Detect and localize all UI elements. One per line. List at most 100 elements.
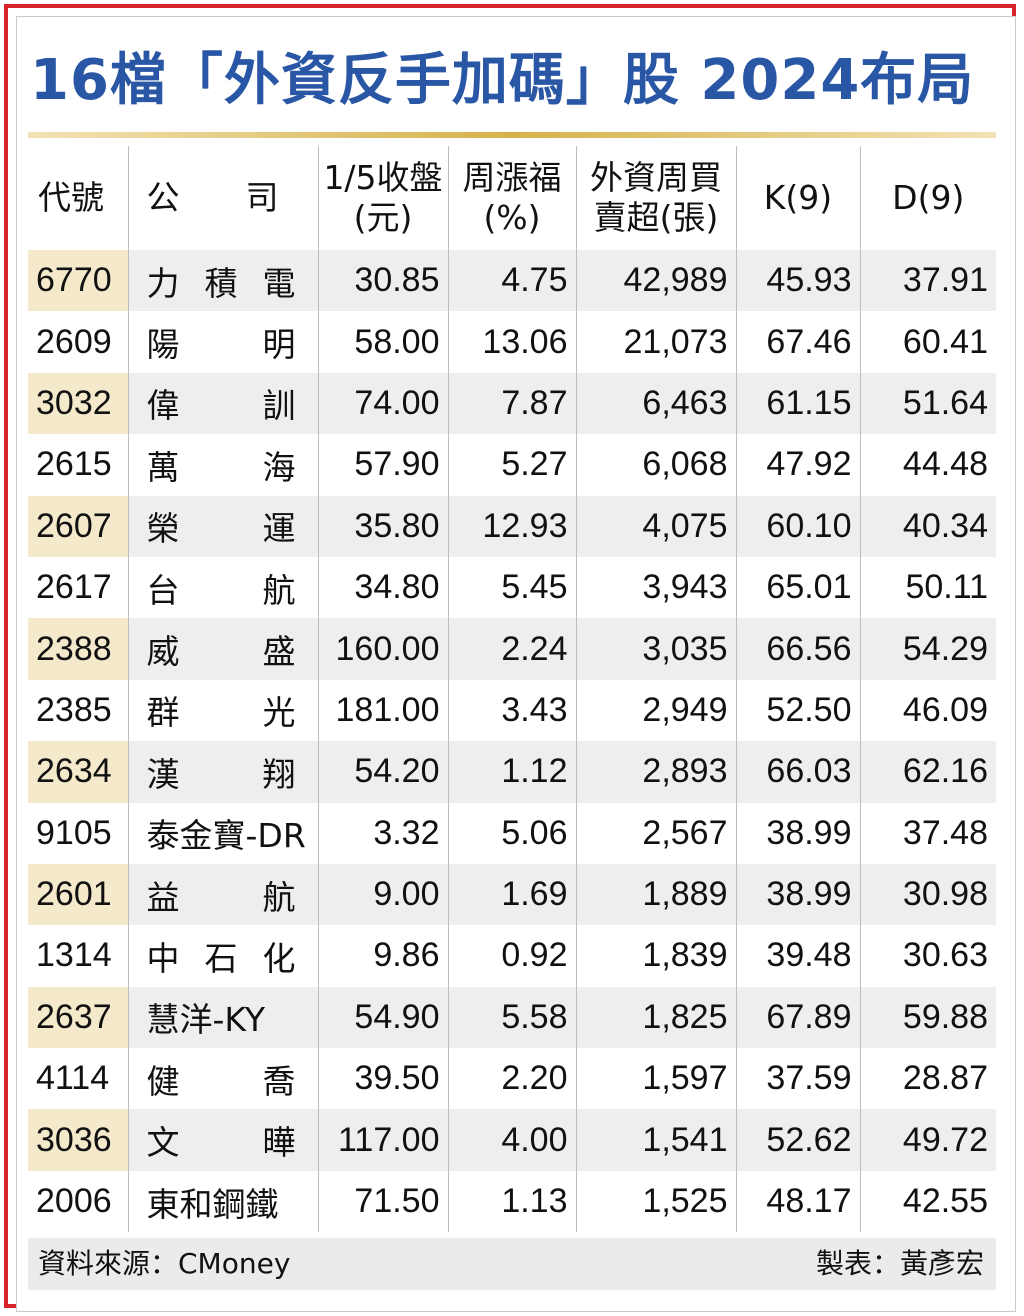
- table-row: 2607 榮運 35.80 12.93 4,075 60.10 40.34: [28, 495, 996, 557]
- cell-k9: 67.89: [735, 986, 860, 1049]
- cell-change: 0.92: [447, 925, 576, 987]
- cell-foreign-net: 42,989: [575, 250, 736, 312]
- cell-close: 35.80: [317, 495, 448, 557]
- title-divider: [28, 132, 996, 138]
- cell-company: 台航: [127, 556, 318, 619]
- cell-k9: 52.62: [735, 1109, 860, 1171]
- cell-foreign-net: 1,889: [575, 863, 736, 926]
- cell-code: 2385: [36, 690, 112, 729]
- table-row: 2637 慧洋-KY 54.90 5.58 1,825 67.89 59.88: [28, 986, 996, 1049]
- cell-d9: 49.72: [859, 1109, 996, 1171]
- cell-company: 泰金寶-DR: [127, 802, 318, 864]
- cell-company: 萬海: [127, 434, 318, 496]
- cell-k9: 38.99: [735, 802, 860, 864]
- cell-company: 中石化: [127, 925, 318, 987]
- cell-close: 9.86: [317, 925, 448, 987]
- cell-company: 健喬: [127, 1048, 318, 1110]
- cell-company: 慧洋-KY: [127, 986, 318, 1049]
- cell-foreign-net: 2,893: [575, 741, 736, 803]
- cell-change: 5.58: [447, 986, 576, 1049]
- cell-d9: 37.48: [859, 802, 996, 864]
- cell-close: 30.85: [317, 250, 448, 312]
- cell-company: 偉訓: [127, 372, 318, 435]
- cell-foreign-net: 1,839: [575, 925, 736, 987]
- cell-k9: 47.92: [735, 434, 860, 496]
- cell-close: 39.50: [317, 1048, 448, 1110]
- cell-k9: 66.56: [735, 618, 860, 680]
- source-note: 資料來源：CMoney: [38, 1247, 291, 1280]
- cell-company: 東和鋼鐵: [127, 1170, 318, 1233]
- cell-d9: 50.11: [859, 556, 996, 619]
- cell-k9: 66.03: [735, 741, 860, 803]
- cell-k9: 61.15: [735, 372, 860, 435]
- header-k9: K(9): [735, 146, 860, 250]
- cell-change: 1.13: [447, 1170, 576, 1233]
- header-foreign-net: 外資周買 賣超(張): [575, 146, 736, 250]
- table-row: 2006 東和鋼鐵 71.50 1.13 1,525 48.17 42.55: [28, 1170, 996, 1233]
- header-company: 公 司: [127, 146, 318, 250]
- cell-code: 2607: [28, 495, 128, 557]
- cell-company: 陽明: [127, 311, 318, 373]
- table-row: 3036 文曄 117.00 4.00 1,541 52.62 49.72: [28, 1109, 996, 1171]
- cell-d9: 30.63: [859, 925, 996, 987]
- cell-company: 威盛: [127, 618, 318, 680]
- cell-close: 54.20: [317, 741, 448, 803]
- table-row: 2617 台航 34.80 5.45 3,943 65.01 50.11: [28, 556, 996, 619]
- cell-foreign-net: 1,541: [575, 1109, 736, 1171]
- table-row: 2601 益航 9.00 1.69 1,889 38.99 30.98: [28, 863, 996, 926]
- cell-d9: 46.09: [859, 679, 996, 742]
- cell-close: 3.32: [317, 802, 448, 864]
- cell-foreign-net: 1,525: [575, 1170, 736, 1233]
- cell-d9: 40.34: [859, 495, 996, 557]
- cell-change: 1.69: [447, 863, 576, 926]
- cell-code: 2634: [28, 741, 128, 803]
- cell-d9: 37.91: [859, 250, 996, 312]
- cell-close: 57.90: [317, 434, 448, 496]
- cell-d9: 28.87: [859, 1048, 996, 1110]
- header-close: 1/5收盤 (元): [317, 146, 448, 250]
- cell-d9: 59.88: [859, 986, 996, 1049]
- header-change: 周漲福 (%): [447, 146, 576, 250]
- cell-close: 71.50: [317, 1170, 448, 1233]
- stock-table: 代號 公 司 1/5收盤 (元) 周漲福 (%) 外資周買 賣超(張) K(9) D(…: [28, 146, 996, 1233]
- cell-k9: 37.59: [735, 1048, 860, 1110]
- cell-company: 益航: [127, 863, 318, 926]
- cell-k9: 65.01: [735, 556, 860, 619]
- cell-close: 54.90: [317, 986, 448, 1049]
- cell-close: 117.00: [317, 1109, 448, 1171]
- cell-close: 58.00: [317, 311, 448, 373]
- table-row: 3032 偉訓 74.00 7.87 6,463 61.15 51.64: [28, 372, 996, 435]
- header-row: 代號 公 司 1/5收盤 (元) 周漲福 (%) 外資周買 賣超(張) K(9) D(…: [28, 146, 996, 250]
- cell-d9: 51.64: [859, 372, 996, 435]
- table-row: 1314 中石化 9.86 0.92 1,839 39.48 30.63: [28, 925, 996, 987]
- cell-foreign-net: 2,567: [575, 802, 736, 864]
- cell-change: 5.06: [447, 802, 576, 864]
- cell-k9: 38.99: [735, 863, 860, 926]
- cell-company: 群光: [127, 679, 318, 742]
- cell-foreign-net: 1,825: [575, 986, 736, 1049]
- cell-change: 2.20: [447, 1048, 576, 1110]
- cell-d9: 62.16: [859, 741, 996, 803]
- cell-close: 74.00: [317, 372, 448, 435]
- cell-close: 160.00: [317, 618, 448, 680]
- cell-code: 2609: [36, 322, 112, 361]
- cell-d9: 60.41: [859, 311, 996, 373]
- cell-code: 6770: [28, 250, 128, 312]
- table-row: 2609 陽明 58.00 13.06 21,073 67.46 60.41: [28, 311, 996, 373]
- cell-d9: 44.48: [859, 434, 996, 496]
- cell-company: 力積電: [127, 250, 318, 312]
- cell-change: 3.43: [447, 679, 576, 742]
- cell-code: 3036: [28, 1109, 128, 1171]
- cell-change: 5.45: [447, 556, 576, 619]
- cell-code: 9105: [36, 813, 112, 852]
- cell-change: 4.75: [447, 250, 576, 312]
- cell-k9: 60.10: [735, 495, 860, 557]
- table-row: 2385 群光 181.00 3.43 2,949 52.50 46.09: [28, 679, 996, 742]
- cell-k9: 67.46: [735, 311, 860, 373]
- cell-foreign-net: 1,597: [575, 1048, 736, 1110]
- table-row: 2615 萬海 57.90 5.27 6,068 47.92 44.48: [28, 434, 996, 496]
- cell-k9: 45.93: [735, 250, 860, 312]
- table-row: 2388 威盛 160.00 2.24 3,035 66.56 54.29: [28, 618, 996, 680]
- table-row: 6770 力積電 30.85 4.75 42,989 45.93 37.91: [28, 250, 996, 312]
- cell-code: 2601: [28, 863, 128, 926]
